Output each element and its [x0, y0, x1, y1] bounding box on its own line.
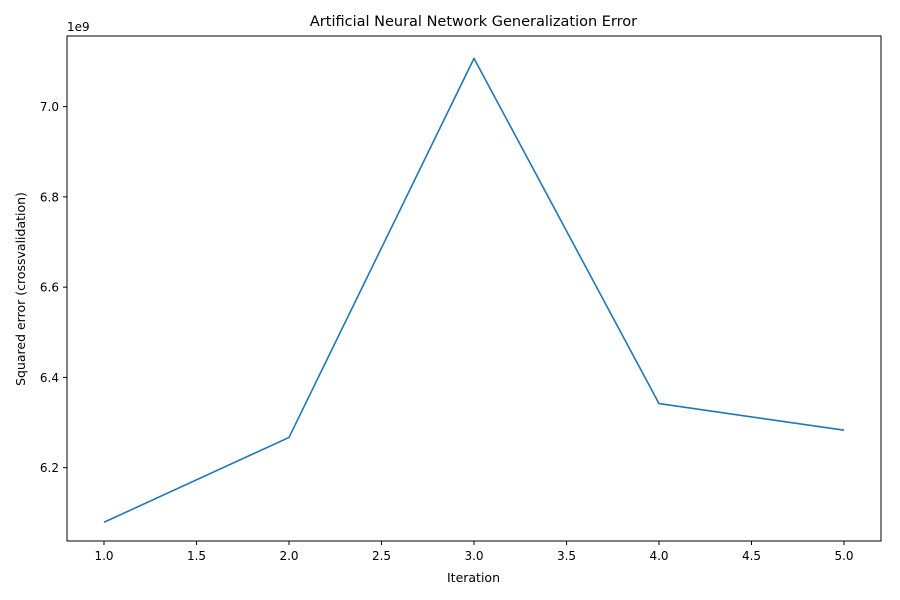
y-tick-label: 6.6 — [40, 281, 59, 295]
x-tick-label: 2.0 — [279, 549, 298, 563]
x-tick-label: 2.5 — [372, 549, 391, 563]
series-line — [103, 57, 845, 523]
y-tick-label: 6.4 — [40, 371, 59, 385]
x-tick-label: 1.5 — [187, 549, 206, 563]
y-axis-label: Squared error (crossvalidation) — [13, 192, 28, 386]
x-axis-label: Iteration — [447, 570, 500, 585]
x-tick-label: 1.0 — [94, 549, 113, 563]
y-tick-label: 7.0 — [40, 100, 59, 114]
y-tick-label: 6.8 — [40, 190, 59, 204]
x-axis-ticks: 1.0 1.5 2.0 2.5 3.0 3.5 4.0 4.5 5.0 — [94, 541, 854, 563]
y-offset-label: 1e9 — [67, 20, 90, 34]
y-axis-ticks: 6.2 6.4 6.6 6.8 7.0 — [40, 100, 67, 475]
x-tick-label: 3.0 — [464, 549, 483, 563]
x-tick-label: 5.0 — [834, 549, 853, 563]
x-tick-label: 4.5 — [742, 549, 761, 563]
chart-title: Artificial Neural Network Generalization… — [310, 14, 637, 30]
x-tick-label: 3.5 — [557, 549, 576, 563]
x-tick-label: 4.0 — [649, 549, 668, 563]
y-tick-label: 6.2 — [40, 461, 59, 475]
plot-frame — [66, 35, 882, 542]
